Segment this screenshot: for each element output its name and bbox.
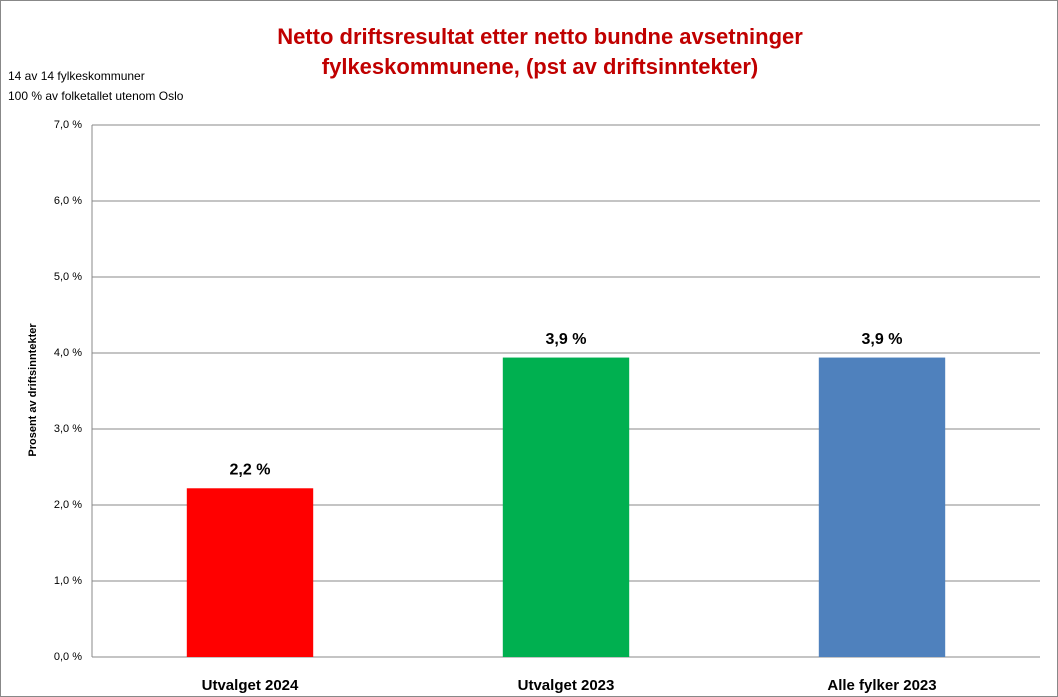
- chart-title: fylkeskommunene, (pst av driftsinntekter…: [322, 54, 758, 79]
- y-tick-label: 5,0 %: [54, 271, 82, 283]
- y-axis-label: Prosent av driftsinntekter: [27, 323, 39, 457]
- note: 14 av 14 fylkeskommuner: [8, 69, 145, 83]
- y-tick-label: 3,0 %: [54, 423, 82, 435]
- data-label: 2,2 %: [230, 461, 271, 478]
- bar: [502, 357, 630, 657]
- x-tick-label: Utvalget 2024: [202, 677, 299, 694]
- data-label: 3,9 %: [862, 331, 903, 348]
- x-tick-label: Alle fylker 2023: [827, 677, 936, 694]
- y-tick-label: 2,0 %: [54, 499, 82, 511]
- bar: [818, 357, 946, 657]
- y-tick-label: 4,0 %: [54, 347, 82, 359]
- y-tick-label: 6,0 %: [54, 195, 82, 207]
- chart-title: Netto driftsresultat etter netto bundne …: [277, 24, 803, 49]
- note: 100 % av folketallet utenom Oslo: [8, 89, 184, 103]
- y-tick-label: 1,0 %: [54, 575, 82, 587]
- y-tick-label: 7,0 %: [54, 119, 82, 131]
- x-tick-label: Utvalget 2023: [518, 677, 615, 694]
- bar: [186, 488, 314, 657]
- data-label: 3,9 %: [546, 331, 587, 348]
- y-tick-label: 0,0 %: [54, 651, 82, 663]
